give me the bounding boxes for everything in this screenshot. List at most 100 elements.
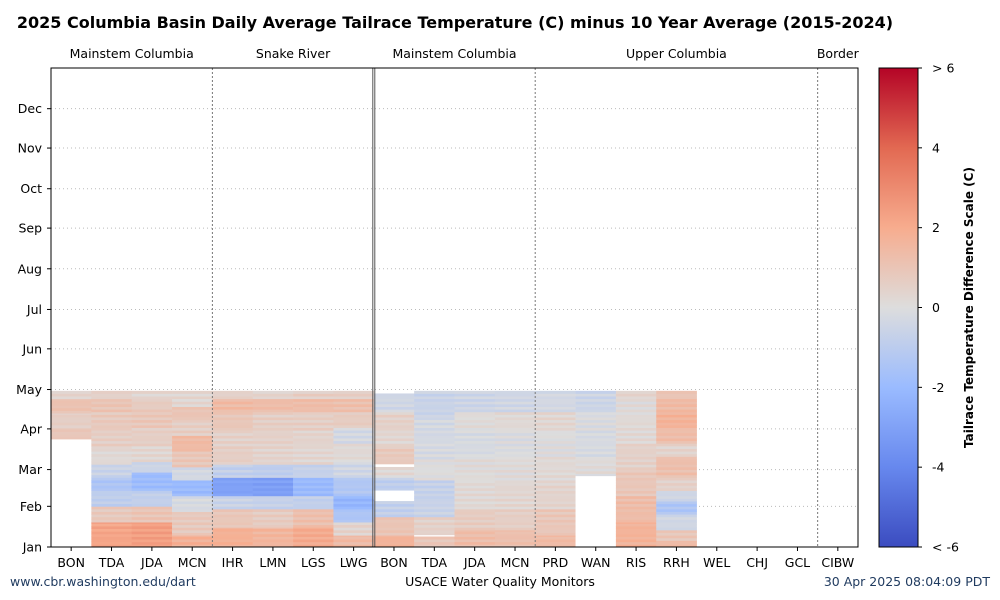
heat-cell [373, 532, 415, 536]
heat-cell [252, 474, 294, 478]
heat-cell [91, 448, 132, 452]
heat-cell [172, 424, 213, 428]
heat-cell [414, 511, 455, 515]
heat-cell [656, 537, 697, 541]
heat-cell [535, 390, 576, 394]
heat-cell [615, 390, 657, 394]
heat-cell [293, 417, 334, 421]
heat-cell [535, 527, 576, 531]
heat-cell [656, 461, 697, 465]
heat-cell [373, 544, 415, 548]
heat-cell [51, 431, 92, 435]
heat-cell [172, 440, 213, 444]
heat-cell [656, 464, 697, 468]
heat-cell [131, 501, 173, 505]
heat-cell [535, 435, 576, 439]
heat-cell [293, 490, 334, 494]
heat-cell [615, 536, 657, 540]
heat-cell [172, 419, 213, 423]
heat-cell [91, 461, 132, 465]
heat-cell [615, 506, 657, 510]
heat-cell [656, 493, 697, 497]
footer-timestamp: 30 Apr 2025 08:04:09 PDT [823, 574, 990, 589]
heat-cell [494, 531, 536, 535]
heat-cell [172, 472, 213, 476]
heat-cell [575, 419, 617, 423]
heat-cell [656, 459, 697, 463]
heat-cell [373, 398, 415, 402]
heat-cell [615, 396, 657, 400]
heat-cell [535, 503, 576, 507]
heat-cell [615, 398, 657, 402]
heat-cell [373, 485, 415, 489]
heat-cell [615, 485, 657, 489]
heat-cell [333, 422, 375, 426]
heat-cell [333, 461, 375, 465]
heat-cell [454, 464, 496, 468]
heat-cell [333, 539, 375, 543]
heat-cell [172, 506, 213, 510]
heat-cell [535, 535, 576, 537]
heat-cell [575, 443, 617, 447]
heat-cell [373, 403, 415, 407]
heat-cell [293, 435, 334, 439]
heat-cell [131, 419, 173, 423]
heat-cell [172, 477, 213, 481]
heat-cell [656, 508, 697, 512]
heat-cell [615, 414, 657, 418]
heat-cell [212, 501, 254, 505]
heat-cell [535, 456, 576, 460]
heat-cell [252, 419, 294, 423]
heat-cell [615, 498, 657, 502]
heat-cell [333, 424, 375, 428]
heat-cell [615, 430, 657, 434]
colorbar-tick-label: 4 [932, 140, 940, 155]
heat-cell [252, 487, 294, 491]
heat-cell [333, 432, 375, 436]
heat-cell [172, 493, 213, 497]
heat-cell [252, 443, 294, 447]
heat-cell [414, 459, 455, 463]
heat-cell [454, 533, 496, 537]
heat-cell [252, 469, 294, 473]
heat-cell [131, 493, 173, 497]
heat-cell [293, 527, 334, 530]
heat-cell [615, 493, 657, 497]
heat-cell [494, 485, 536, 489]
heat-cell [615, 490, 657, 494]
heat-cell [494, 544, 536, 548]
heat-cell [333, 403, 375, 407]
heat-cell [656, 417, 697, 421]
heat-cell [293, 438, 334, 442]
heat-cell [656, 482, 697, 486]
heat-cell [91, 438, 132, 442]
heat-cell [172, 516, 213, 520]
heat-cell [494, 495, 536, 499]
heat-cell [656, 443, 697, 447]
heat-cell [494, 419, 536, 423]
heat-cell [131, 485, 173, 489]
heat-cell [172, 501, 213, 505]
heat-cell [454, 427, 496, 431]
heat-cell [131, 531, 173, 535]
heat-cell [656, 522, 697, 526]
heat-cell [494, 432, 536, 436]
heat-cell [91, 459, 132, 463]
heat-cell [91, 544, 132, 548]
heat-cell [373, 536, 415, 540]
x-tick-label-tda: TDA [98, 555, 125, 570]
heat-cell [51, 417, 92, 421]
heat-cell [333, 440, 375, 444]
heat-cell [131, 464, 173, 468]
heat-cell [252, 539, 294, 543]
heat-cell [494, 474, 536, 478]
heat-cell [172, 535, 213, 537]
heat-cell [91, 519, 132, 523]
heat-cell [252, 453, 294, 457]
heat-cell [615, 393, 657, 397]
heat-cell [575, 411, 617, 415]
heat-cell [615, 522, 657, 524]
x-tick-label-chj: CHJ [746, 555, 768, 570]
heat-cell [333, 438, 375, 442]
heat-cell [293, 539, 334, 543]
